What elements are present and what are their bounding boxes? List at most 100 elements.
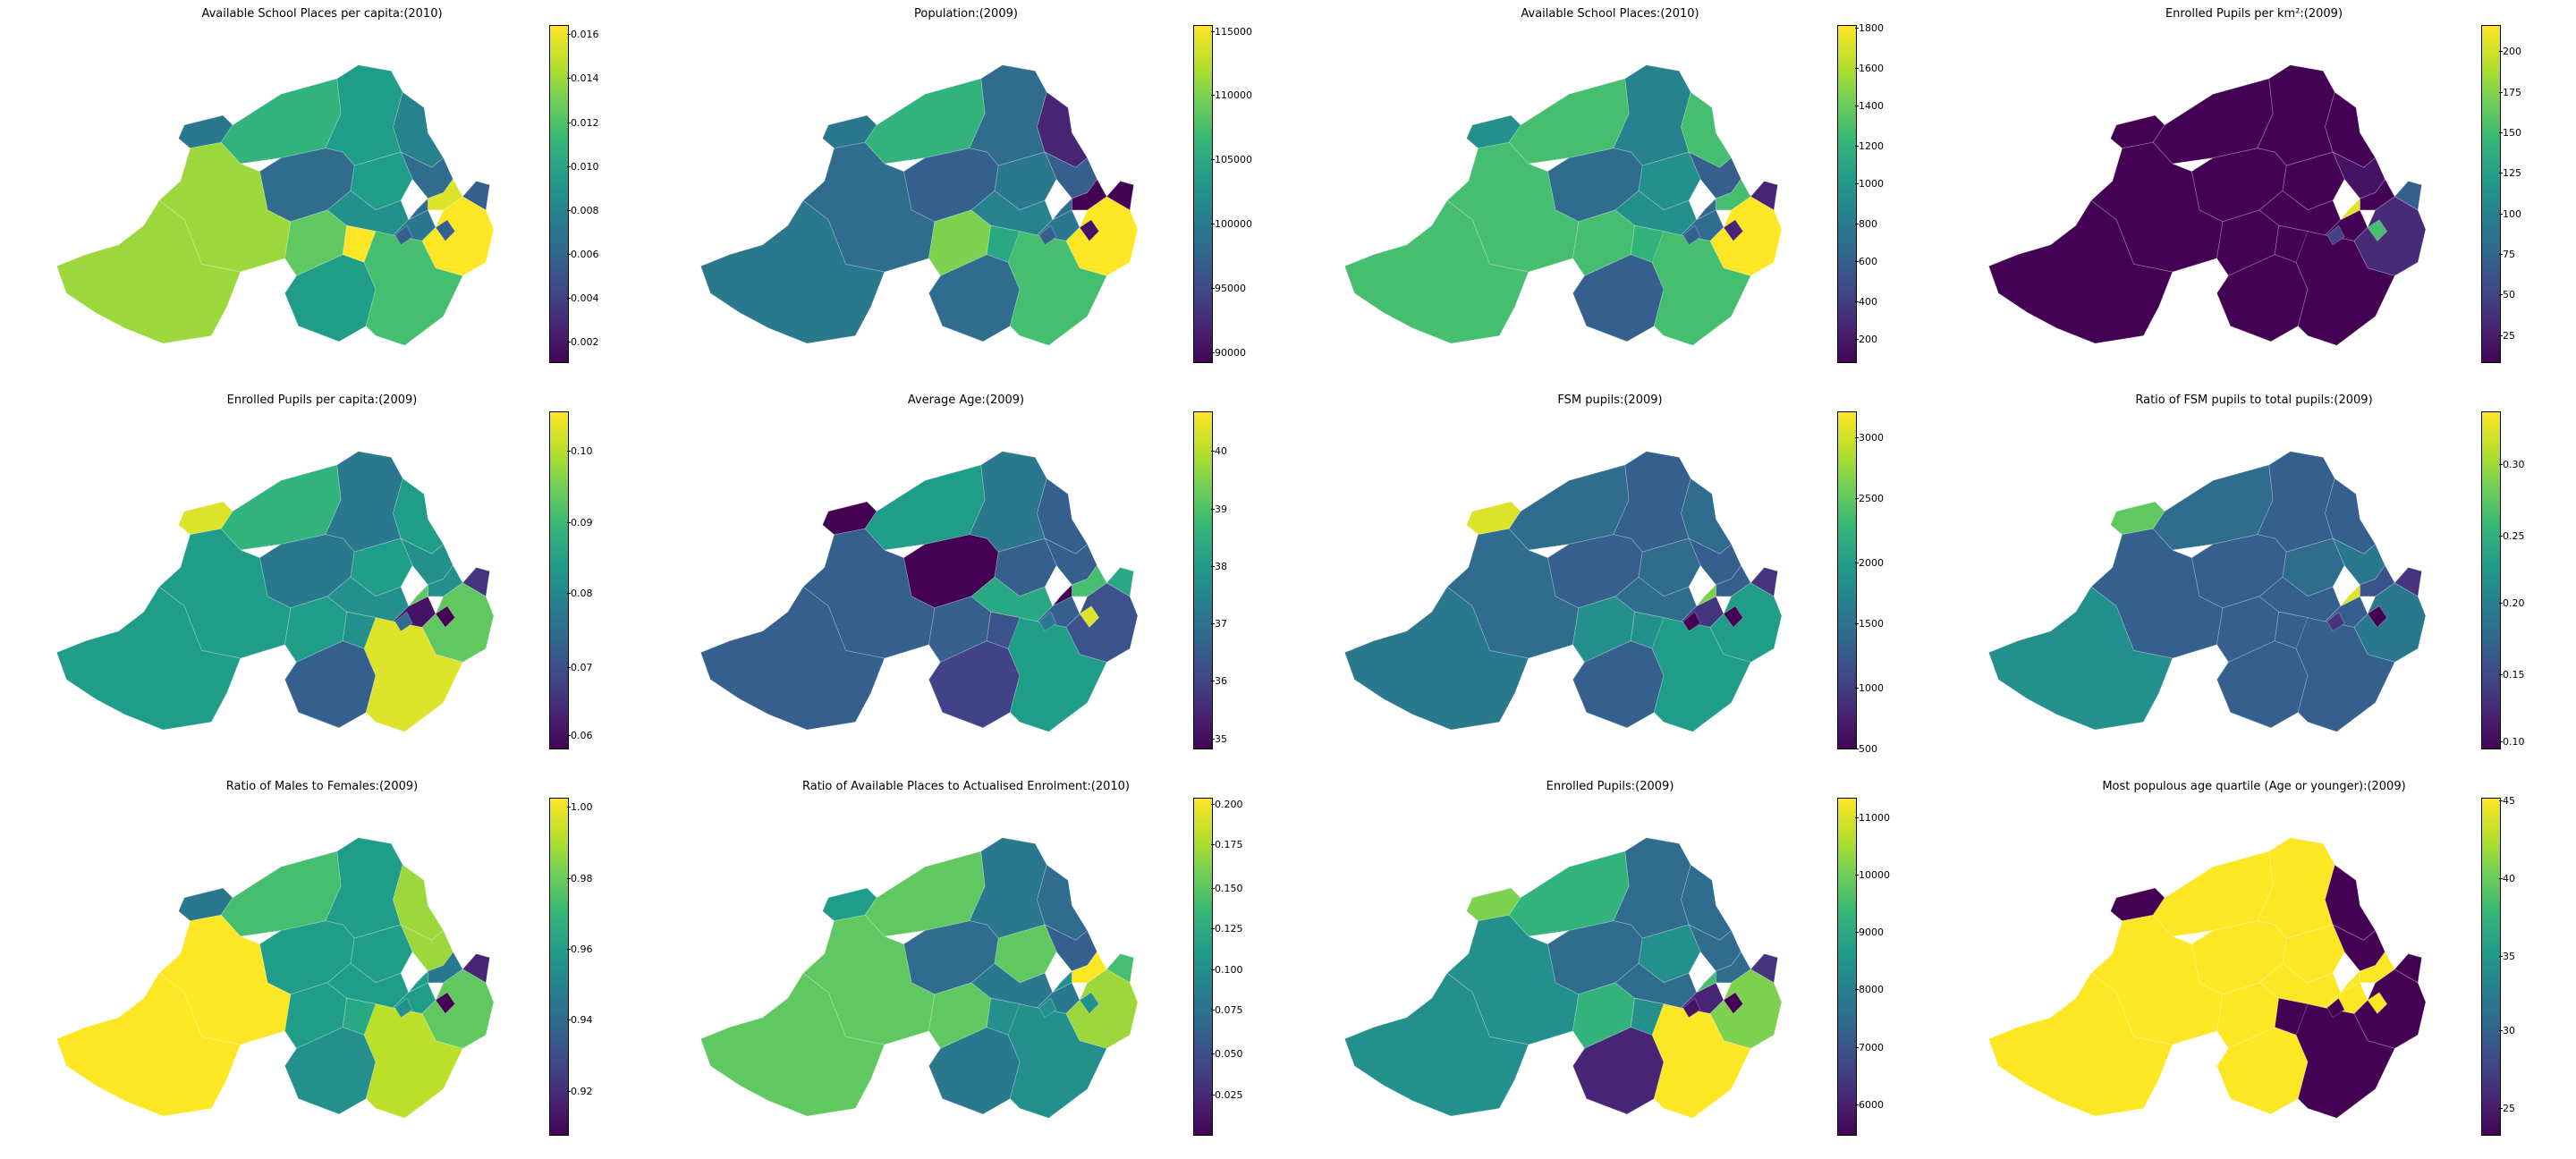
region-craigavon: [2326, 997, 2345, 1019]
colorbar: [1837, 411, 1857, 749]
map-panel: Most populous age quartile (Age or young…: [1932, 773, 2576, 1159]
panel-title: Enrolled Pupils per capita:(2009): [226, 393, 418, 407]
region-craigavon: [394, 611, 413, 632]
colorbar-tick-label: 110000: [1211, 89, 1252, 102]
colorbar-tick-label: 90000: [1211, 346, 1246, 359]
panel-title: Available School Places per capita:(2010…: [201, 7, 443, 21]
colorbar-tick-label: 38: [1211, 560, 1227, 572]
region-fermanagh: [1987, 199, 2174, 344]
region-lisburn: [408, 197, 428, 221]
region-belfast: [1079, 219, 1100, 242]
region-fermanagh: [699, 586, 886, 731]
panel-title: Population:(2009): [914, 7, 1018, 21]
colorbar-tick-label: 1000: [1855, 177, 1884, 190]
region-fermanagh: [699, 972, 886, 1117]
colorbar-tick-label: 36: [1211, 675, 1227, 688]
colorbar-tick-label: 200: [2499, 46, 2521, 58]
panel-title: Ratio of Males to Females:(2009): [225, 780, 419, 793]
choropleth-map: [699, 451, 1139, 732]
colorbar-tick-label: 3000: [1855, 432, 1884, 444]
region-north-down: [2394, 952, 2423, 984]
colorbar-tick-label: 0.008: [567, 204, 599, 216]
colorbar: [1193, 411, 1213, 749]
colorbar-tick-label: 105000: [1211, 154, 1252, 166]
panel-title: Ratio of FSM pupils to total pupils:(200…: [2135, 393, 2373, 407]
choropleth-map: [699, 64, 1139, 346]
region-cookstown: [342, 224, 377, 263]
colorbar-tick-label: 100000: [1211, 218, 1252, 231]
colorbar: [2481, 798, 2501, 1136]
region-moyle: [393, 478, 445, 554]
colorbar: [1837, 25, 1857, 363]
colorbar-tick-label: 0.025: [1211, 1088, 1243, 1101]
colorbar-tick-label: 37: [1211, 618, 1227, 630]
colorbar: [549, 798, 569, 1136]
region-belfast: [1079, 605, 1100, 629]
choropleth-map: [1343, 64, 1783, 346]
colorbar-tick-label: 25: [2499, 1102, 2515, 1114]
colorbar-tick-label: 0.002: [567, 336, 599, 349]
region-north-down: [462, 566, 491, 597]
colorbar-tick-label: 9000: [1855, 926, 1884, 939]
colorbar-tick-label: 1200: [1855, 140, 1884, 153]
panel-title: FSM pupils:(2009): [1557, 393, 1663, 407]
colorbar: [549, 411, 569, 749]
choropleth-map: [55, 837, 495, 1119]
colorbar-tick-label: 500: [1855, 743, 1877, 755]
region-cookstown: [2274, 997, 2309, 1036]
panel-title: Available School Places:(2010): [1521, 7, 1699, 21]
choropleth-map: [699, 837, 1139, 1119]
region-cookstown: [986, 224, 1021, 263]
choropleth-map: [55, 64, 495, 346]
map-panel: Ratio of FSM pupils to total pupils:(200…: [1932, 386, 2576, 773]
colorbar-tick-label: 0.15: [2499, 668, 2525, 681]
colorbar: [1193, 25, 1213, 363]
region-cookstown: [2274, 611, 2309, 649]
region-moyle: [1681, 91, 1733, 168]
colorbar: [2481, 25, 2501, 363]
region-fermanagh: [55, 972, 242, 1117]
map-panel: Enrolled Pupils per km²:(2009) 200 175 150 1…: [1932, 0, 2576, 386]
colorbar-tick-label: 35: [2499, 950, 2515, 962]
choropleth-map: [1987, 64, 2427, 346]
colorbar-tick-label: 0.050: [1211, 1048, 1243, 1061]
region-north-down: [1106, 566, 1135, 597]
colorbar-tick-label: 0.016: [567, 29, 599, 41]
region-moyle: [1037, 864, 1089, 941]
region-north-down: [2394, 180, 2423, 211]
region-moyle: [1681, 478, 1733, 554]
colorbar-tick-label: 1500: [1855, 618, 1884, 630]
colorbar-tick-label: 40: [1211, 445, 1227, 458]
colorbar-tick-label: 11000: [1855, 811, 1890, 824]
colorbar-tick-label: 0.92: [567, 1085, 593, 1097]
colorbar-tick-label: 0.98: [567, 872, 593, 884]
colorbar-tick-label: 0.25: [2499, 529, 2525, 542]
colorbar-tick-label: 150: [2499, 126, 2521, 139]
colorbar: [549, 25, 569, 363]
map-panel: Available School Places:(2010) 1800 1600 14…: [1288, 0, 1932, 386]
colorbar-tick-label: 39: [1211, 503, 1227, 515]
region-fermanagh: [1343, 972, 1530, 1117]
colorbar-tick-label: 0.09: [567, 516, 593, 529]
colorbar-tick-label: 0.96: [567, 943, 593, 956]
colorbar-tick-label: 0.94: [567, 1014, 593, 1027]
colorbar-tick-label: 50: [2499, 289, 2515, 301]
region-craigavon: [1682, 611, 1701, 632]
colorbar-tick-label: 25: [2499, 329, 2515, 342]
colorbar-tick-label: 115000: [1211, 25, 1252, 38]
region-craigavon: [2326, 224, 2345, 246]
colorbar: [1193, 798, 1213, 1136]
region-cookstown: [986, 997, 1021, 1036]
colorbar-tick-label: 7000: [1855, 1041, 1884, 1053]
colorbar-tick-label: 0.175: [1211, 838, 1243, 850]
region-north-down: [1106, 180, 1135, 211]
region-cookstown: [2274, 224, 2309, 263]
region-craigavon: [394, 997, 413, 1019]
colorbar-tick-label: 1.00: [567, 801, 593, 814]
region-cookstown: [1630, 611, 1665, 649]
panel-title: Average Age:(2009): [907, 393, 1025, 407]
colorbar-tick-label: 800: [1855, 218, 1877, 231]
colorbar-tick-label: 0.012: [567, 116, 599, 129]
choropleth-map: [1343, 837, 1783, 1119]
region-belfast: [435, 605, 456, 629]
